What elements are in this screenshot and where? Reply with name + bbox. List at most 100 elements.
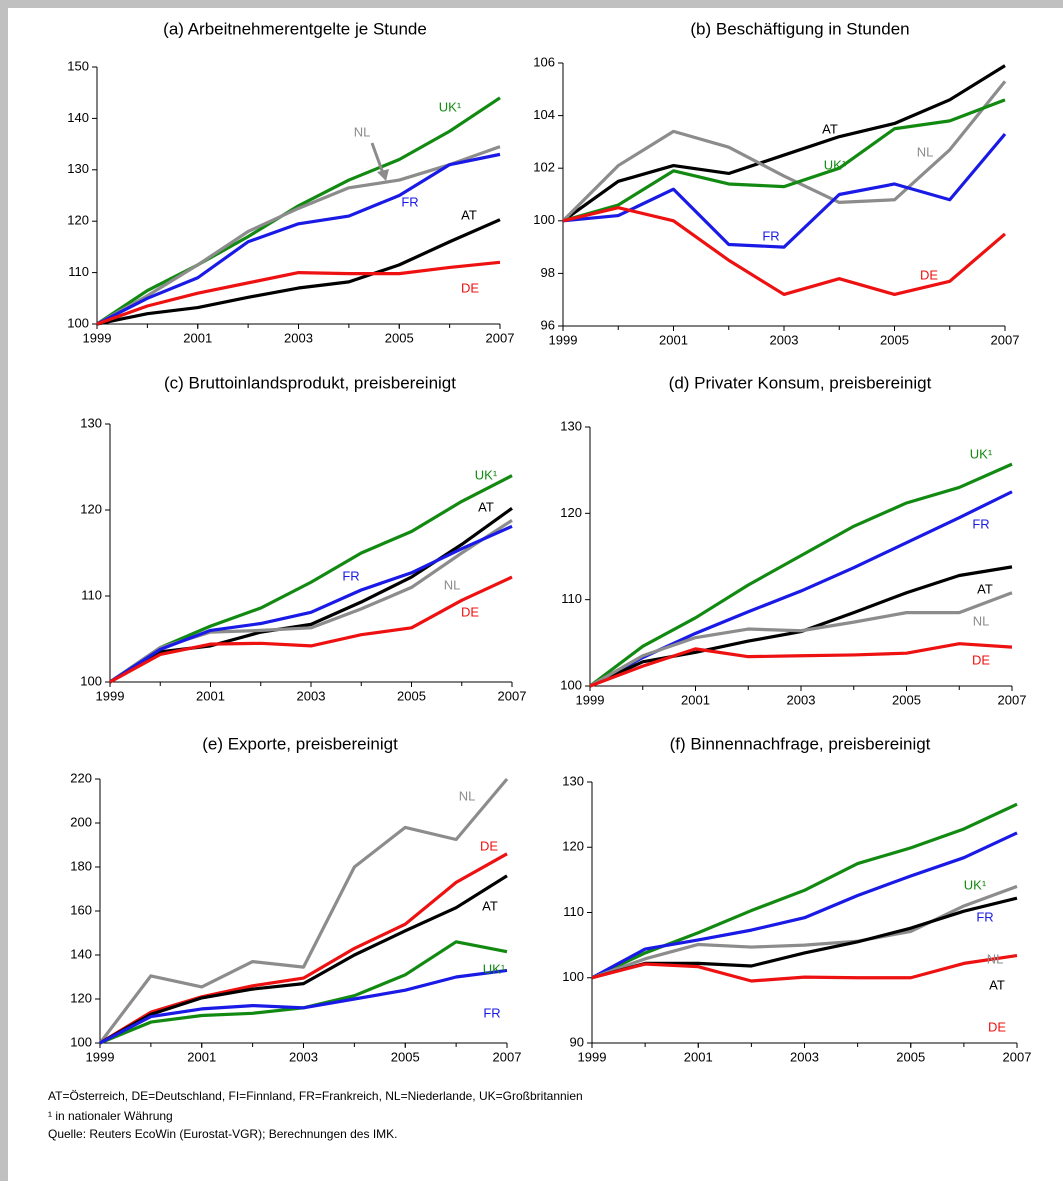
x-tick-label: 2001 (187, 1049, 216, 1064)
x-tick-label: 2007 (1003, 1049, 1032, 1064)
chart-title: (a) Arbeitnehmerentgelte je Stunde (163, 19, 427, 38)
series-label: AT (461, 207, 477, 222)
x-tick-label: 2001 (183, 330, 212, 345)
series-label: AT (478, 499, 494, 514)
y-tick-label: 110 (81, 587, 102, 602)
annotation-arrowhead (377, 169, 389, 181)
x-tick-label: 2005 (397, 688, 426, 703)
series-label: FR (762, 228, 779, 243)
chart-title: (f) Binnennachfrage, preisbereinigt (670, 734, 931, 753)
x-tick-label: 2005 (896, 1049, 925, 1064)
series-label: UK¹ (824, 157, 847, 172)
y-tick-label: 96 (541, 317, 555, 332)
series-label: UK¹ (964, 877, 987, 892)
series-label: AT (977, 581, 993, 596)
series-label: FR (483, 1005, 500, 1020)
series-label: FR (972, 516, 989, 531)
series-label: UK¹ (970, 446, 993, 461)
y-tick-label: 130 (562, 773, 584, 788)
x-tick-label: 2003 (289, 1049, 318, 1064)
x-tick-label: 2001 (659, 332, 688, 347)
series-label: AT (482, 898, 498, 913)
frame-left (0, 0, 8, 1181)
y-tick-label: 200 (70, 814, 92, 829)
y-tick-label: 98 (541, 265, 555, 280)
series-line (99, 940, 508, 1045)
series-line (562, 206, 1007, 297)
y-tick-label: 100 (80, 673, 102, 688)
x-tick-label: 2007 (998, 692, 1027, 707)
series-line (96, 96, 501, 326)
x-tick-label: 2003 (297, 688, 326, 703)
y-tick-label: 106 (533, 54, 555, 69)
series-label: DE (461, 604, 479, 619)
series-line (109, 518, 513, 684)
x-tick-label: 1999 (578, 1049, 607, 1064)
x-tick-label: 2007 (493, 1049, 522, 1064)
x-tick-label: 1999 (83, 330, 112, 345)
note: AT=Österreich, DE=Deutschland, FI=Finnla… (48, 1089, 583, 1103)
series-label: NL (354, 124, 371, 139)
series-label: DE (972, 652, 990, 667)
series-line (591, 884, 1018, 980)
series-line (109, 474, 513, 684)
series-label: NL (973, 613, 990, 628)
note: ¹ in nationaler Währung (48, 1109, 173, 1123)
y-tick-label: 160 (70, 902, 92, 917)
series-line (591, 953, 1018, 983)
series-line (591, 831, 1018, 980)
series-label: UK¹ (483, 961, 506, 976)
y-tick-label: 110 (68, 264, 89, 279)
x-tick-label: 1999 (96, 688, 125, 703)
y-tick-label: 110 (563, 904, 584, 919)
chart-title: (d) Privater Konsum, preisbereinigt (669, 373, 932, 392)
series-line (96, 152, 501, 326)
chart-title: (c) Bruttoinlandsprodukt, preisbereinigt (164, 373, 456, 392)
x-tick-label: 2001 (684, 1049, 713, 1064)
y-tick-label: 130 (560, 418, 582, 433)
y-tick-label: 150 (67, 58, 89, 73)
y-tick-label: 100 (70, 1034, 92, 1049)
series-line (99, 874, 508, 1045)
x-tick-label: 2003 (284, 330, 313, 345)
x-tick-label: 2003 (787, 692, 816, 707)
frame-top (0, 0, 1063, 8)
x-tick-label: 2007 (486, 330, 515, 345)
y-tick-label: 100 (67, 315, 89, 330)
y-tick-label: 180 (70, 858, 92, 873)
y-tick-label: 100 (533, 212, 555, 227)
series-label: DE (988, 1019, 1006, 1034)
y-tick-label: 120 (70, 990, 92, 1005)
y-tick-label: 120 (80, 501, 102, 516)
series-line (589, 565, 1013, 688)
series-line (98, 777, 509, 1044)
x-tick-label: 2003 (790, 1049, 819, 1064)
series-line (562, 98, 1006, 223)
series-line (589, 462, 1013, 688)
series-line (96, 145, 501, 326)
x-tick-label: 2007 (498, 688, 527, 703)
x-tick-label: 2001 (681, 692, 710, 707)
series-label: DE (461, 280, 479, 295)
x-tick-label: 2005 (385, 330, 414, 345)
x-tick-label: 2005 (391, 1049, 420, 1064)
series-label: UK¹ (475, 467, 498, 482)
series-label: NL (459, 788, 476, 803)
y-tick-label: 130 (67, 161, 89, 176)
x-tick-label: 2007 (991, 332, 1020, 347)
y-tick-label: 220 (70, 770, 92, 785)
annotation-arrow (370, 142, 386, 177)
x-tick-label: 1999 (576, 692, 605, 707)
series-label: FR (342, 568, 359, 583)
series-line (589, 642, 1013, 688)
y-tick-label: 140 (67, 110, 89, 125)
series-line (96, 260, 501, 326)
series-line (562, 64, 1006, 223)
chart-title: (e) Exporte, preisbereinigt (202, 734, 398, 753)
y-tick-label: 140 (70, 946, 92, 961)
series-line (96, 218, 501, 326)
y-tick-label: 90 (570, 1034, 584, 1049)
series-label: FR (976, 909, 993, 924)
series-line (109, 506, 513, 684)
